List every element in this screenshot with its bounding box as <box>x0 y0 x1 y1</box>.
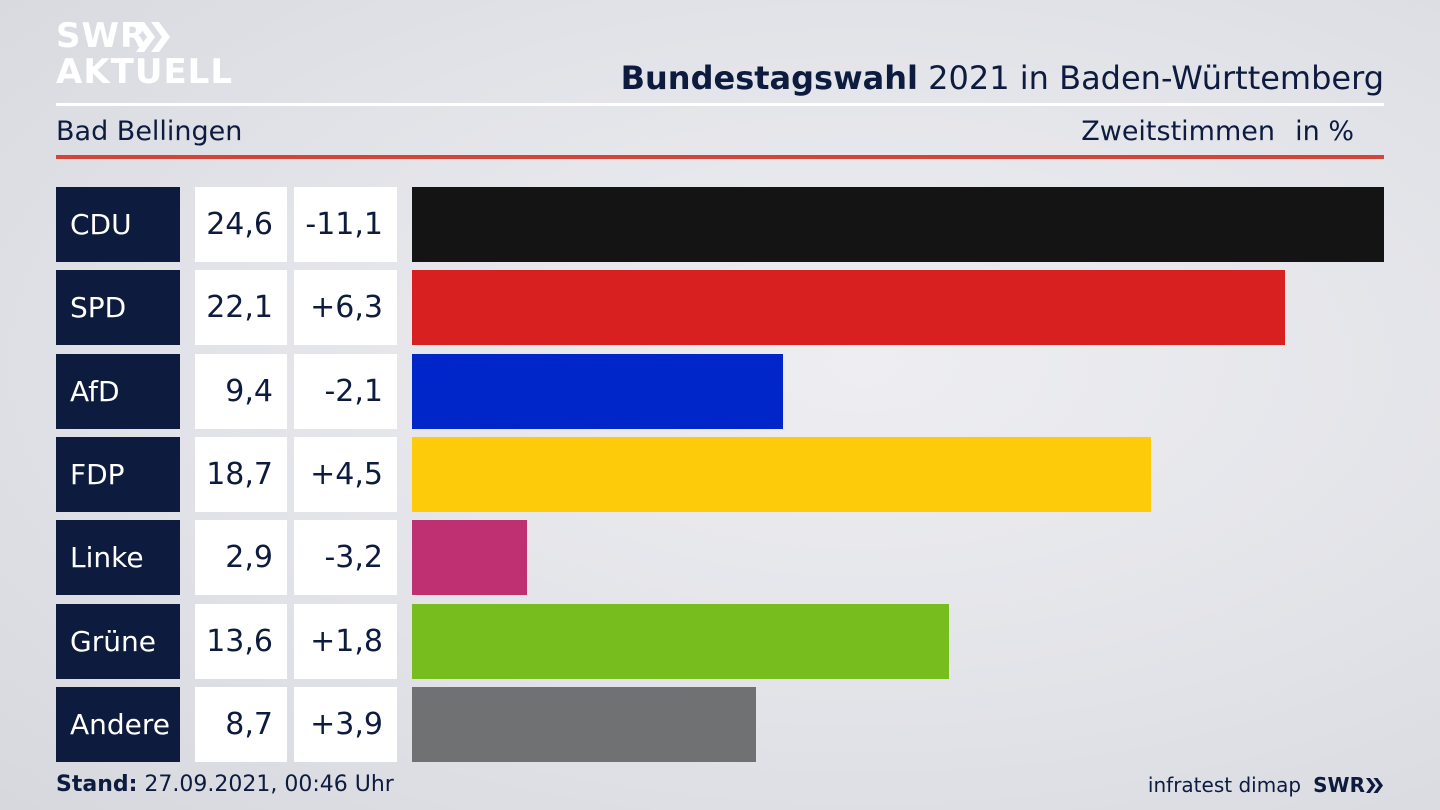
change-label: +6,3 <box>294 270 397 346</box>
timestamp-value: 27.09.2021, 00:46 Uhr <box>137 772 394 797</box>
result-bar <box>412 270 1285 346</box>
party-label: FDP <box>56 436 180 512</box>
vote-share-label: 8,7 <box>195 686 287 762</box>
result-bar <box>412 187 1384 262</box>
party-label: CDU <box>56 187 180 262</box>
swr-footer-text: SWR <box>1313 773 1365 797</box>
swr-aktuell-logo: SWR AKTUELL <box>56 16 232 90</box>
party-label: Linke <box>56 520 180 596</box>
vote-share-label: 18,7 <box>195 436 287 512</box>
party-label: SPD <box>56 270 180 346</box>
chart-title: Bundestagswahl 2021 in Baden-Württemberg <box>621 58 1384 98</box>
vote-share-label: 24,6 <box>195 187 287 262</box>
result-row: Andere 8,7 +3,9 <box>56 686 1384 762</box>
unit-label: in % <box>1295 116 1354 147</box>
chevron-double-right-icon <box>1366 778 1383 793</box>
result-bar <box>412 686 756 762</box>
source-name: infratest dimap <box>1147 773 1302 797</box>
timestamp-label: Stand: <box>56 772 138 797</box>
logo-line-swr: SWR <box>56 16 148 56</box>
result-row: FDP 18,7 +4,5 <box>56 436 1384 512</box>
change-label: -2,1 <box>294 353 397 429</box>
chart-title-rest: 2021 in Baden-Württemberg <box>917 59 1384 97</box>
change-label: -3,2 <box>294 520 397 596</box>
result-row: Grüne 13,6 +1,8 <box>56 603 1384 679</box>
timestamp: Stand: 27.09.2021, 00:46 Uhr <box>56 770 394 800</box>
source-credit: infratest dimap SWR <box>1148 770 1384 800</box>
change-label: +3,9 <box>294 686 397 762</box>
vote-share-label: 9,4 <box>195 353 287 429</box>
result-bar <box>412 520 527 596</box>
vote-share-label: 2,9 <box>195 520 287 596</box>
swr-footer-logo: SWR <box>1313 770 1384 800</box>
vote-share-label: 22,1 <box>195 270 287 346</box>
change-label: -11,1 <box>294 187 397 262</box>
change-label: +4,5 <box>294 436 397 512</box>
result-bar <box>412 603 949 679</box>
vote-share-label: 13,6 <box>195 603 287 679</box>
result-row: CDU 24,6 -11,1 <box>56 187 1384 262</box>
result-bar <box>412 353 783 429</box>
change-label: +1,8 <box>294 603 397 679</box>
accent-divider <box>56 155 1384 159</box>
party-label: Grüne <box>56 603 180 679</box>
party-label: AfD <box>56 353 180 429</box>
region-name: Bad Bellingen <box>56 116 243 147</box>
chevron-double-right-icon <box>136 22 170 52</box>
logo-line-aktuell: AKTUELL <box>56 52 234 92</box>
party-label: Andere <box>56 686 180 762</box>
result-row: SPD 22,1 +6,3 <box>56 270 1384 346</box>
result-row: AfD 9,4 -2,1 <box>56 353 1384 429</box>
result-bar <box>412 436 1151 512</box>
chart-title-bold: Bundestagswahl <box>620 59 918 97</box>
header-divider <box>56 103 1384 106</box>
result-row: Linke 2,9 -3,2 <box>56 520 1384 596</box>
measure-label: Zweitstimmen <box>1081 116 1275 147</box>
